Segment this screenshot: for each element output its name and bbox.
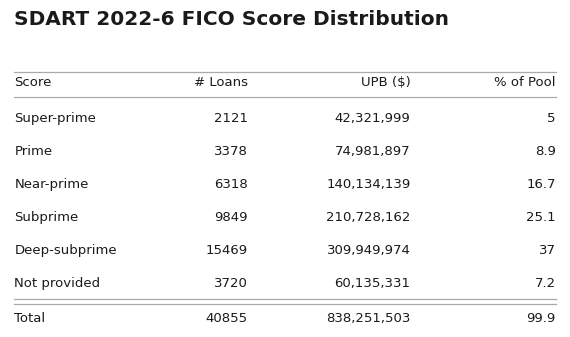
Text: 9849: 9849 bbox=[214, 211, 248, 224]
Text: 3378: 3378 bbox=[214, 145, 248, 158]
Text: 309,949,974: 309,949,974 bbox=[327, 244, 410, 257]
Text: Super-prime: Super-prime bbox=[14, 112, 96, 125]
Text: 5: 5 bbox=[547, 112, 556, 125]
Text: 838,251,503: 838,251,503 bbox=[326, 312, 410, 325]
Text: 210,728,162: 210,728,162 bbox=[326, 211, 410, 224]
Text: Subprime: Subprime bbox=[14, 211, 79, 224]
Text: 99.9: 99.9 bbox=[527, 312, 556, 325]
Text: Deep-subprime: Deep-subprime bbox=[14, 244, 117, 257]
Text: 60,135,331: 60,135,331 bbox=[335, 277, 410, 290]
Text: 8.9: 8.9 bbox=[535, 145, 556, 158]
Text: # Loans: # Loans bbox=[194, 76, 248, 89]
Text: 16.7: 16.7 bbox=[526, 178, 556, 191]
Text: Prime: Prime bbox=[14, 145, 52, 158]
Text: Score: Score bbox=[14, 76, 52, 89]
Text: Near-prime: Near-prime bbox=[14, 178, 88, 191]
Text: UPB ($): UPB ($) bbox=[361, 76, 410, 89]
Text: 40855: 40855 bbox=[206, 312, 248, 325]
Text: 2121: 2121 bbox=[214, 112, 248, 125]
Text: Total: Total bbox=[14, 312, 46, 325]
Text: SDART 2022-6 FICO Score Distribution: SDART 2022-6 FICO Score Distribution bbox=[14, 10, 449, 29]
Text: 37: 37 bbox=[539, 244, 556, 257]
Text: 7.2: 7.2 bbox=[535, 277, 556, 290]
Text: 140,134,139: 140,134,139 bbox=[326, 178, 410, 191]
Text: 6318: 6318 bbox=[214, 178, 248, 191]
Text: 42,321,999: 42,321,999 bbox=[335, 112, 410, 125]
Text: 25.1: 25.1 bbox=[526, 211, 556, 224]
Text: Not provided: Not provided bbox=[14, 277, 100, 290]
Text: 74,981,897: 74,981,897 bbox=[335, 145, 410, 158]
Text: 15469: 15469 bbox=[206, 244, 248, 257]
Text: % of Pool: % of Pool bbox=[494, 76, 556, 89]
Text: 3720: 3720 bbox=[214, 277, 248, 290]
